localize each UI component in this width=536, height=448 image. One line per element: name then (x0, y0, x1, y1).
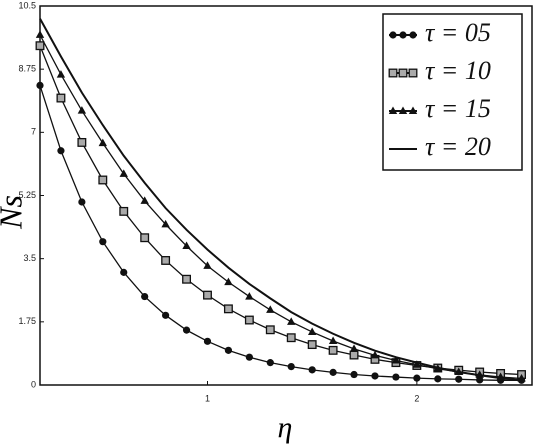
point (223, 304, 233, 314)
point (287, 362, 295, 371)
point (265, 325, 275, 335)
point (161, 219, 170, 228)
point (455, 375, 463, 383)
point (77, 137, 87, 147)
y-tick-label: 1.75 (18, 316, 36, 326)
legend-marker (398, 68, 408, 78)
point (391, 355, 401, 364)
point (266, 359, 274, 367)
point (349, 344, 359, 352)
point (350, 370, 358, 379)
point (244, 315, 254, 325)
point (141, 292, 149, 301)
point (182, 274, 192, 284)
legend-marker (398, 106, 408, 114)
point (78, 198, 86, 206)
point (224, 277, 233, 286)
legend-marker (408, 106, 418, 114)
y-tick-label: 3.5 (23, 253, 36, 263)
point (120, 268, 128, 276)
point (308, 366, 316, 374)
point (245, 353, 253, 361)
point (36, 81, 44, 90)
y-axis-label: Ns (0, 195, 28, 230)
y-tick-label: 0 (31, 379, 36, 389)
legend-label: τ = 10 (425, 56, 491, 85)
x-tick-label: 2 (414, 393, 419, 403)
point (161, 256, 171, 265)
point (203, 261, 212, 269)
point (98, 175, 108, 185)
series-line (39, 18, 522, 382)
point (35, 41, 45, 51)
y-tick-label: 5.25 (18, 190, 36, 200)
point (140, 196, 149, 204)
point (371, 372, 379, 380)
point (476, 376, 484, 384)
legend-marker (399, 31, 407, 39)
point (245, 292, 254, 300)
point (119, 169, 128, 177)
point (328, 336, 338, 344)
legend-marker (388, 106, 398, 114)
point (57, 147, 65, 155)
point (203, 290, 212, 300)
point (56, 93, 66, 103)
point (98, 138, 108, 147)
point (287, 317, 296, 325)
point (328, 345, 338, 355)
point (413, 374, 421, 382)
legend-marker (409, 31, 417, 39)
point (182, 241, 191, 250)
legend-marker (389, 31, 397, 39)
point (140, 233, 150, 243)
point (119, 206, 129, 216)
point (307, 327, 317, 335)
point (329, 368, 337, 376)
point (77, 106, 87, 114)
point (162, 311, 170, 319)
point (412, 360, 422, 368)
point (307, 340, 317, 350)
legend-label: τ = 20 (425, 132, 491, 161)
legend-box (382, 13, 523, 171)
point (56, 70, 66, 78)
y-tick-label: 8.75 (18, 64, 36, 74)
legend-marker (388, 68, 398, 78)
point (349, 350, 359, 360)
point (434, 375, 442, 383)
point (266, 305, 275, 313)
point (392, 373, 400, 381)
y-tick-label: 7 (31, 127, 36, 137)
legend-label: τ = 05 (425, 18, 491, 47)
point (35, 30, 45, 38)
x-axis-label: η (278, 411, 293, 444)
y-tick-label: 10.5 (18, 0, 36, 10)
legend-label: τ = 15 (425, 94, 491, 123)
x-tick-label: 1 (205, 393, 210, 403)
point (182, 326, 191, 334)
point (286, 333, 296, 343)
point (224, 346, 233, 354)
legend-marker (408, 68, 418, 78)
point (370, 350, 380, 359)
point (203, 337, 212, 345)
point (99, 238, 107, 246)
